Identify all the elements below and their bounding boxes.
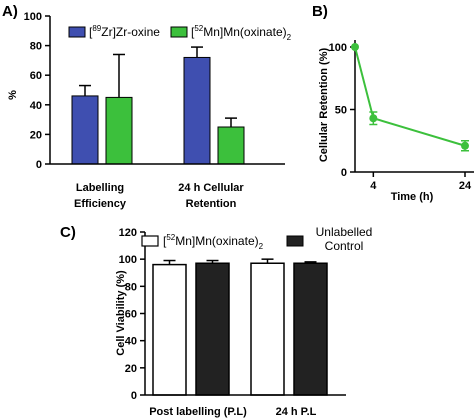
panel-a-ytick-label: 40: [30, 100, 42, 112]
panel-c: C) Cell Viability (%) 0 20 40 60 80 100 120 Po…: [60, 224, 372, 418]
panel-b-xlabel: Time (h): [391, 191, 434, 203]
panel-c-legend: [52Mn]Mn(oxinate)2 Unlabelled Control: [141, 225, 373, 253]
panel-a-bar: [217, 126, 245, 165]
panel-b-ytick-label: 100: [329, 42, 347, 54]
legend-label-control: Control: [325, 239, 364, 253]
panel-a-ytick-label: 80: [30, 41, 42, 53]
panel-a-bar: [183, 56, 211, 165]
panel-c-bar: [195, 262, 230, 396]
panel-a-bar: [105, 96, 133, 165]
panel-b-series: [351, 43, 469, 152]
panel-b-ytick-label: 0: [341, 167, 347, 179]
legend-swatch-mn-oxinate: [141, 235, 159, 247]
panel-a-cat-0-line1: Labelling: [76, 182, 124, 194]
panel-c-cat-0: Post labelling (P.L): [149, 406, 247, 418]
panel-a-ylabel: %: [7, 90, 19, 100]
panel-c-bar: [152, 263, 187, 396]
panel-b-series-line: [354, 46, 466, 147]
legend-label-zr-oxine: [89Zr]Zr-oxine: [89, 24, 160, 39]
panel-c-ytick-label: 100: [119, 254, 137, 266]
panel-a-y-ticks: 0 20 40 60 80 100: [24, 11, 50, 171]
panel-a-cat-1-line1: 24 h Cellular: [178, 182, 244, 194]
panel-c-ytick-label: 80: [125, 281, 137, 293]
panel-c-bars: [152, 258, 328, 396]
panel-c-label: C): [60, 224, 76, 241]
panel-b-point: [369, 114, 378, 123]
panel-a-bars: [71, 46, 245, 165]
panel-c-ytick-label: 60: [125, 309, 137, 321]
panel-a-label: A): [2, 3, 18, 20]
panel-a-bar: [71, 95, 99, 165]
panel-b: B) Cellular Retention (%) 0 50 100 4 24 Tim…: [312, 3, 474, 203]
legend-swatch-mn-oxinate: [170, 26, 188, 38]
panel-c-bar: [250, 262, 285, 396]
legend-label-mn-oxinate: [52Mn]Mn(oxinate)2: [191, 24, 292, 42]
panel-a-legend: [89Zr]Zr-oxine [52Mn]Mn(oxinate)2: [68, 24, 292, 42]
panel-a-ytick-label: 60: [30, 70, 42, 82]
panel-c-ytick-label: 0: [131, 390, 137, 402]
panel-c-y-ticks: 0 20 40 60 80 100 120: [119, 227, 145, 402]
panel-c-cat-1: 24 h P.L: [276, 406, 317, 418]
panel-c-ytick-label: 40: [125, 336, 137, 348]
legend-label-unlabelled: Unlabelled: [316, 225, 373, 239]
legend-swatch-unlabelled-control: [286, 235, 304, 247]
panel-b-point: [461, 141, 469, 150]
legend-label-mn-oxinate: [52Mn]Mn(oxinate)2: [163, 233, 264, 251]
panel-c-ylabel: Cell Viability (%): [115, 270, 127, 356]
panel-c-ytick-label: 20: [125, 363, 137, 375]
panel-a-cat-0-line2: Efficiency: [74, 198, 127, 210]
panel-a: A) % 0 20 40 60 80 100 Labelling Efficiency 2…: [2, 3, 292, 210]
panel-c-ytick-label: 120: [119, 227, 137, 239]
panel-b-xtick-label: 4: [370, 180, 377, 192]
panel-b-xtick-label: 24: [459, 180, 472, 192]
panel-a-ytick-label: 100: [24, 11, 42, 23]
panel-a-ytick-label: 20: [30, 129, 42, 141]
panel-a-cat-1-line2: Retention: [186, 198, 237, 210]
legend-swatch-zr-oxine: [68, 26, 86, 38]
panel-b-y-ticks: 0 50 100: [329, 42, 355, 179]
panel-b-ylabel: Cellular Retention (%): [318, 48, 330, 163]
panel-b-label: B): [312, 3, 328, 20]
panel-b-ytick-label: 50: [335, 105, 347, 117]
panel-a-ytick-label: 0: [36, 159, 42, 171]
panel-b-point: [351, 43, 359, 51]
panel-c-bar: [293, 262, 328, 396]
panel-b-x-ticks: 4 24: [370, 172, 472, 192]
